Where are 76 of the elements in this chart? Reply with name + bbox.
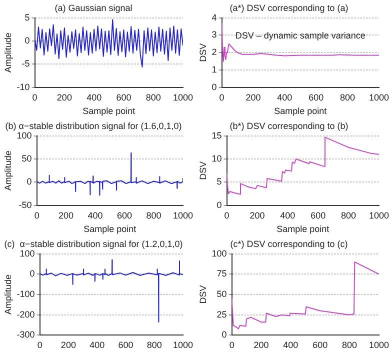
- x-tick-label: 200: [250, 210, 265, 220]
- x-tick-label: 600: [118, 340, 134, 350]
- y-tick-label: 5: [24, 12, 30, 22]
- chart-title: (b) α−stable distribution signal for (1.6,0,1,0): [5, 120, 182, 131]
- x-tick-label: 400: [90, 340, 105, 350]
- x-tick-label: 1000: [172, 92, 194, 102]
- x-tick-label: 800: [342, 340, 358, 350]
- y-tick-label: 0: [26, 176, 32, 187]
- x-tick-label: 200: [60, 340, 76, 350]
- chart-title: (c*) DSV corresponding to (c): [230, 238, 348, 249]
- x-tick-label: 0: [37, 340, 42, 350]
- x-tick-label: 400: [86, 92, 102, 102]
- y-axis-title: DSV: [198, 285, 208, 304]
- x-tick-label: 0: [229, 340, 234, 350]
- y-tick-label: 100: [20, 248, 35, 258]
- y-axis-title: Amplitude: [2, 274, 13, 315]
- y-axis-title: Amplitude: [2, 150, 13, 191]
- y-tick-label: 3: [212, 30, 217, 40]
- x-tick-label: 800: [146, 210, 162, 220]
- y-tick-label: 25: [216, 309, 227, 320]
- x-tick-label: 200: [254, 340, 269, 350]
- x-tick-label: 1000: [368, 340, 390, 350]
- y-tick-label: 15: [212, 130, 222, 140]
- y-tick-label: -50: [18, 200, 32, 210]
- x-tick-label: 800: [341, 210, 356, 220]
- y-tick-label: 5: [216, 176, 222, 187]
- x-axis-title: Sample point: [84, 224, 137, 234]
- x-tick-label: 600: [117, 210, 132, 220]
- annotation: DSV – dynamic sample variance: [235, 30, 366, 41]
- y-axis-title: DSV: [198, 161, 208, 180]
- y-tick-label: 1: [212, 64, 217, 74]
- y-tick-label: 0: [222, 330, 227, 340]
- x-tick-label: 600: [312, 340, 328, 350]
- y-tick-label: 0: [24, 35, 30, 46]
- y-tick-label: 50: [216, 288, 227, 299]
- y-tick-label: -10: [16, 82, 30, 92]
- x-tick-label: 200: [56, 92, 72, 102]
- y-tick-label: 0: [212, 82, 217, 92]
- x-tick-label: 400: [88, 210, 103, 220]
- x-tick-label: 1000: [368, 92, 390, 102]
- x-tick-label: 400: [280, 210, 296, 220]
- y-axis-title: DSV: [198, 43, 208, 62]
- y-tick-label: 100: [16, 130, 32, 140]
- y-tick-label: 0: [216, 200, 222, 210]
- y-tick-label: 10: [212, 153, 222, 164]
- y-tick-label: -200: [16, 309, 35, 320]
- x-tick-label: 800: [146, 340, 162, 350]
- x-tick-label: 1000: [172, 340, 194, 350]
- y-tick-label: 2: [212, 47, 217, 58]
- y-tick-label: -5: [22, 58, 30, 69]
- x-tick-label: 200: [246, 92, 261, 102]
- x-axis-title: Sample point: [82, 106, 136, 116]
- x-axis-title: Sample point: [276, 224, 330, 234]
- x-axis-title: Sample point: [274, 106, 328, 116]
- x-tick-label: 200: [58, 210, 74, 220]
- x-tick-label: 600: [310, 210, 326, 220]
- y-tick-label: 100: [212, 248, 227, 258]
- chart-title: (b*) DSV corresponding to (b): [230, 120, 348, 131]
- x-tick-label: 800: [340, 92, 356, 102]
- x-tick-label: 400: [277, 92, 292, 102]
- x-tick-label: 1000: [368, 210, 390, 220]
- chart-title: (a) Gaussian signal: [54, 2, 132, 13]
- y-tick-label: -100: [16, 288, 35, 299]
- x-tick-label: 600: [308, 92, 324, 102]
- x-tick-label: 800: [146, 92, 161, 102]
- y-axis-title: Amplitude: [2, 32, 13, 73]
- y-tick-label: 75: [216, 268, 227, 279]
- y-tick-label: 50: [22, 153, 32, 164]
- y-tick-label: 4: [212, 12, 217, 22]
- x-tick-label: 600: [116, 92, 132, 102]
- y-tick-label: 0: [30, 268, 35, 279]
- x-tick-label: 400: [283, 340, 298, 350]
- chart-title: (a*) DSV corresponding to (a): [230, 2, 348, 13]
- y-tick-label: -300: [16, 330, 35, 340]
- x-tick-label: 1000: [172, 210, 194, 220]
- chart-title: (c) α−stable distribution signal for (1.2,0,1,0): [4, 238, 183, 249]
